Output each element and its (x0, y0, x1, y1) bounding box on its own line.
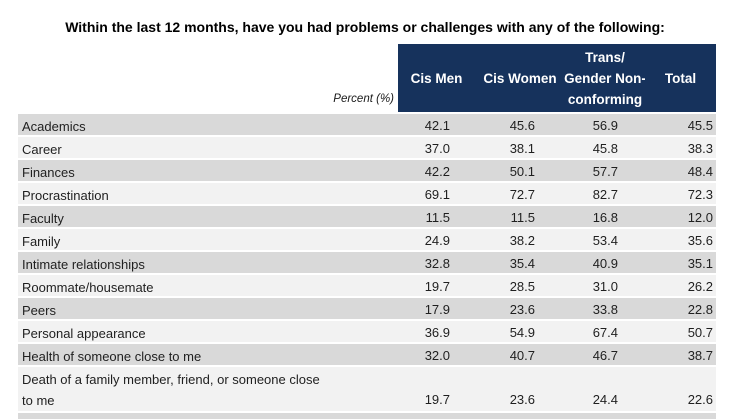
table-row: Family 24.9 38.2 53.4 35.6 (18, 227, 716, 250)
value-cell: 40.7 (509, 348, 535, 363)
row-label: Death of a family member, friend, or som… (22, 372, 320, 408)
column-header-label: Cis Men (410, 70, 463, 86)
value-cell: 38.1 (509, 141, 535, 156)
value-cell: 26.2 (687, 279, 713, 294)
value-cell: 28.5 (509, 279, 535, 294)
value-cell: 48.4 (687, 164, 713, 179)
column-header-cis-men: Cis Men (398, 44, 475, 112)
value-cell: 19.7 (424, 279, 450, 294)
value-cell: 35.4 (509, 256, 535, 271)
value-cell: 56.9 (592, 118, 618, 133)
column-header-label: Cis Women (483, 70, 557, 86)
value-cell: 38.7 (687, 348, 713, 363)
value-cell: 23.6 (509, 302, 535, 317)
value-cell: 53.4 (592, 233, 618, 248)
value-cell: 82.7 (592, 187, 618, 202)
row-label: Family (22, 234, 61, 249)
value-cell: 12.0 (687, 210, 713, 225)
value-cell: 50.1 (509, 164, 535, 179)
row-label: Career (22, 142, 62, 157)
value-cell: 72.7 (509, 187, 535, 202)
column-header-total: Total (645, 44, 716, 112)
value-cell: 45.5 (687, 118, 713, 133)
value-cell: 42.2 (424, 164, 450, 179)
value-cell: 57.7 (592, 164, 618, 179)
table-row: Intimate relationships 32.8 35.4 40.9 35.1 (18, 250, 716, 273)
value-cell: 22.8 (687, 302, 713, 317)
table-row: Career 37.0 38.1 45.8 38.3 (18, 135, 716, 158)
column-header-label-line: Trans/ (585, 49, 625, 65)
column-header-label-line: conforming (567, 91, 643, 107)
value-cell: 11.5 (510, 210, 535, 225)
value-cell: 31.0 (592, 279, 618, 294)
row-label: Procrastination (22, 188, 109, 203)
value-cell: 32.8 (424, 256, 450, 271)
value-cell: 45.6 (509, 118, 535, 133)
table-row-partial (18, 411, 716, 419)
row-label: Academics (22, 119, 86, 134)
table-row: Faculty 11.5 11.5 16.8 12.0 (18, 204, 716, 227)
value-cell: 42.1 (424, 118, 450, 133)
value-cell: 36.9 (424, 325, 450, 340)
value-cell: 19.7 (424, 392, 450, 407)
value-cell: 17.9 (424, 302, 450, 317)
table-row: Finances 42.2 50.1 57.7 48.4 (18, 158, 716, 181)
table-row: Peers 17.9 23.6 33.8 22.8 (18, 296, 716, 319)
column-header-label: Total (664, 70, 697, 86)
value-cell: 54.9 (509, 325, 535, 340)
value-cell: 23.6 (509, 392, 535, 407)
table-row: Roommate/housemate 19.7 28.5 31.0 26.2 (18, 273, 716, 296)
data-table: Percent (%) Cis Men Cis Women Trans/ Gen… (18, 44, 716, 419)
row-label: Roommate/housemate (22, 280, 154, 295)
row-label: Faculty (22, 211, 64, 226)
value-cell: 38.2 (509, 233, 535, 248)
value-cell: 32.0 (424, 348, 450, 363)
value-cell: 35.1 (687, 256, 713, 271)
table-row: Health of someone close to me 32.0 40.7 46.… (18, 342, 716, 365)
value-cell: 40.9 (592, 256, 618, 271)
value-cell: 50.7 (687, 325, 713, 340)
column-header-label-line: Gender Non- (564, 70, 646, 86)
table-row: Personal appearance 36.9 54.9 67.4 50.7 (18, 319, 716, 342)
value-cell: 24.9 (424, 233, 450, 248)
value-cell: 46.7 (592, 348, 618, 363)
row-label: Health of someone close to me (22, 349, 202, 364)
table-header: Percent (%) Cis Men Cis Women Trans/ Gen… (18, 44, 716, 112)
value-cell: 38.3 (687, 141, 713, 156)
value-cell: 67.4 (592, 325, 618, 340)
value-cell: 35.6 (687, 233, 713, 248)
value-cell: 69.1 (424, 187, 450, 202)
value-cell: 16.8 (592, 210, 618, 225)
table-row: Death of a family member, friend, or som… (18, 365, 716, 411)
table-body: Academics 42.1 45.6 56.9 45.5 Career 37.0 38.1 4… (18, 112, 716, 411)
table-row: Procrastination 69.1 72.7 82.7 72.3 (18, 181, 716, 204)
percent-unit-label: Percent (%) (333, 93, 394, 105)
column-header-cis-women: Cis Women (475, 44, 565, 112)
value-cell: 37.0 (424, 141, 450, 156)
value-cell: 22.6 (687, 392, 713, 407)
table-title: Within the last 12 months, have you had … (65, 19, 665, 35)
column-header-trans-gender-nonconforming: Trans/ Gender Non- conforming (564, 44, 646, 112)
value-cell: 72.3 (687, 187, 713, 202)
value-cell: 11.5 (425, 210, 450, 225)
value-cell: 45.8 (592, 141, 618, 156)
row-label: Intimate relationships (22, 257, 145, 272)
row-label: Personal appearance (22, 326, 146, 341)
value-cell: 33.8 (592, 302, 618, 317)
row-label: Peers (22, 303, 56, 318)
table-row: Academics 42.1 45.6 56.9 45.5 (18, 112, 716, 135)
row-label: Finances (22, 165, 75, 180)
value-cell: 24.4 (592, 392, 618, 407)
